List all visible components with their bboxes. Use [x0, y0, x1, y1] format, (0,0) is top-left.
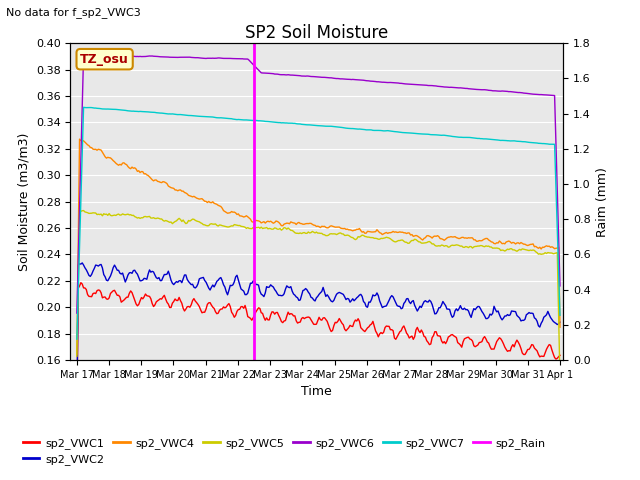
Y-axis label: Soil Moisture (m3/m3): Soil Moisture (m3/m3) — [17, 132, 30, 271]
Legend: sp2_VWC1, sp2_VWC2, sp2_VWC4, sp2_VWC5, sp2_VWC6, sp2_VWC7, sp2_Rain: sp2_VWC1, sp2_VWC2, sp2_VWC4, sp2_VWC5, … — [19, 433, 550, 469]
sp2_VWC5 — [556, 377, 564, 383]
sp2_VWC6 — [243, 56, 250, 62]
sp2_VWC5 — [73, 353, 81, 359]
sp2_VWC5 — [218, 223, 226, 228]
sp2_VWC7 — [218, 115, 226, 121]
sp2_VWC1 — [243, 307, 250, 313]
sp2_VWC6 — [85, 52, 93, 58]
Y-axis label: Raim (mm): Raim (mm) — [596, 167, 609, 237]
sp2_VWC5 — [243, 226, 250, 231]
sp2_VWC5 — [531, 248, 538, 253]
Line: sp2_VWC1: sp2_VWC1 — [77, 283, 560, 430]
sp2_VWC1 — [234, 307, 242, 312]
sp2_VWC2 — [78, 260, 86, 266]
sp2_VWC7 — [73, 336, 81, 342]
sp2_VWC7 — [134, 108, 141, 114]
sp2_VWC2 — [134, 271, 141, 277]
sp2_VWC2 — [285, 285, 293, 290]
sp2_VWC7 — [531, 140, 538, 146]
Text: No data for f_sp2_VWC3: No data for f_sp2_VWC3 — [6, 7, 141, 18]
sp2_VWC7 — [556, 312, 564, 318]
sp2_VWC1 — [134, 303, 141, 309]
sp2_VWC6 — [218, 56, 226, 61]
sp2_VWC4 — [556, 324, 564, 330]
sp2_VWC6 — [234, 56, 242, 61]
sp2_VWC5 — [234, 223, 242, 228]
sp2_VWC1 — [73, 427, 81, 433]
sp2_VWC7 — [234, 117, 242, 122]
sp2_VWC4 — [243, 213, 250, 218]
sp2_VWC2 — [556, 319, 564, 325]
Line: sp2_VWC6: sp2_VWC6 — [77, 55, 560, 313]
sp2_VWC4 — [73, 352, 81, 358]
sp2_VWC7 — [80, 105, 88, 110]
sp2_VWC6 — [531, 91, 538, 97]
sp2_VWC6 — [285, 72, 293, 78]
Line: sp2_VWC2: sp2_VWC2 — [77, 263, 560, 420]
sp2_VWC2 — [531, 315, 538, 321]
sp2_VWC4 — [134, 168, 141, 174]
sp2_VWC1 — [77, 280, 84, 286]
sp2_VWC2 — [73, 417, 81, 422]
sp2_VWC7 — [243, 117, 250, 123]
sp2_VWC4 — [218, 205, 226, 211]
sp2_VWC1 — [285, 312, 293, 317]
sp2_VWC5 — [285, 226, 293, 232]
sp2_VWC1 — [218, 306, 226, 312]
X-axis label: Time: Time — [301, 385, 332, 398]
sp2_VWC4 — [76, 136, 83, 142]
sp2_VWC6 — [134, 54, 141, 60]
sp2_VWC4 — [531, 244, 538, 250]
sp2_VWC2 — [243, 292, 250, 298]
sp2_VWC1 — [531, 345, 538, 351]
sp2_VWC2 — [234, 277, 242, 283]
Text: TZ_osu: TZ_osu — [80, 53, 129, 66]
sp2_VWC6 — [73, 310, 81, 316]
sp2_VWC5 — [80, 208, 88, 214]
Line: sp2_VWC4: sp2_VWC4 — [77, 139, 560, 355]
sp2_VWC4 — [285, 221, 293, 227]
Line: sp2_VWC5: sp2_VWC5 — [77, 211, 560, 380]
Line: sp2_VWC7: sp2_VWC7 — [77, 108, 560, 339]
Title: SP2 Soil Moisture: SP2 Soil Moisture — [245, 24, 388, 42]
sp2_VWC6 — [556, 283, 564, 289]
sp2_VWC4 — [234, 211, 242, 217]
sp2_VWC2 — [218, 278, 226, 284]
sp2_VWC7 — [285, 120, 293, 126]
sp2_VWC1 — [556, 352, 564, 358]
sp2_VWC5 — [134, 215, 141, 221]
